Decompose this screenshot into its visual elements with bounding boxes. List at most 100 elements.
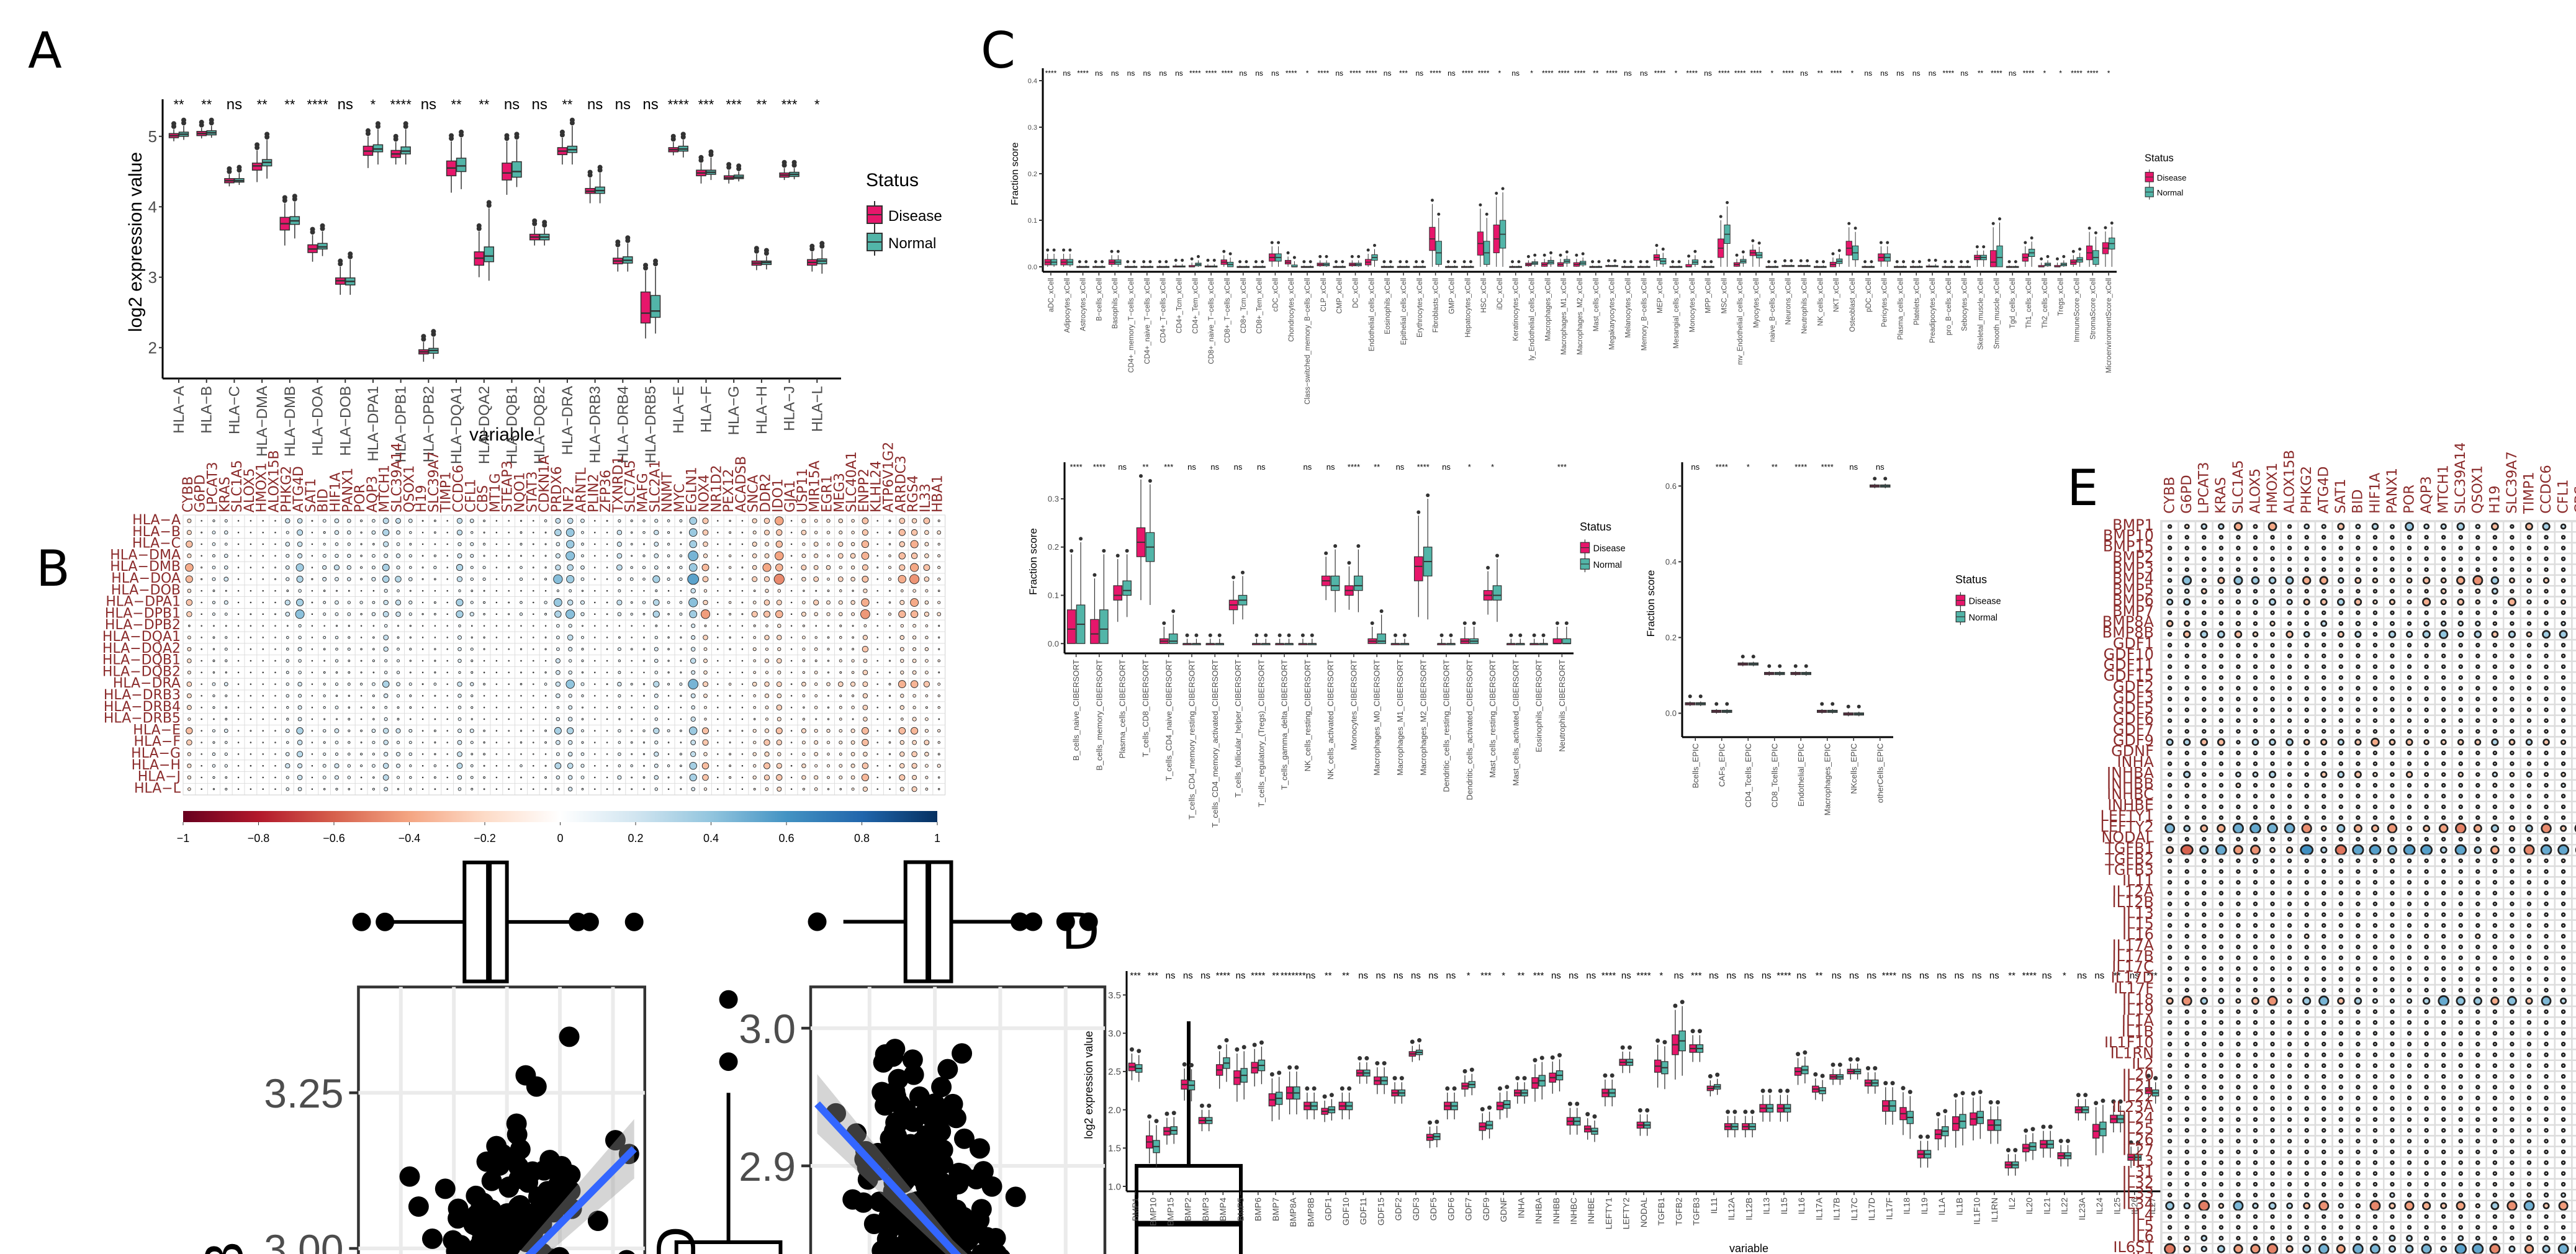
- panel-b-corr-circle: [776, 728, 782, 734]
- panel-b-corr-circle: [545, 777, 547, 779]
- panel-c-xcell-outlier: [1591, 260, 1594, 263]
- panel-b-corr-circle: [384, 694, 388, 698]
- panel-b-corr-circle: [435, 707, 436, 708]
- panel-b-corr-circle: [742, 765, 743, 766]
- panel-b-corr-circle: [642, 601, 645, 604]
- panel-c-xcell-outlier: [1902, 260, 1905, 263]
- panel-c-xcell-outlier: [1415, 260, 1418, 263]
- panel-b-corr-circle: [802, 741, 805, 744]
- panel-b-corr-circle: [912, 636, 916, 639]
- panel-b-corr-circle: [581, 636, 583, 638]
- panel-b-corr-circle: [899, 611, 906, 617]
- panel-b-corr-circle: [447, 614, 448, 615]
- panel-b-corr-circle: [275, 730, 276, 732]
- panel-b-corr-circle: [691, 647, 695, 652]
- panel-b-corr-circle: [680, 578, 682, 580]
- panel-c-xcell-outlier: [1437, 213, 1440, 216]
- panel-b-corr-circle: [335, 660, 338, 662]
- panel-b-corr-circle: [422, 777, 423, 778]
- panel-c-xcell-outlier: [1646, 260, 1649, 263]
- panel-b-corr-circle: [791, 660, 792, 661]
- panel-a-outlier: [421, 334, 426, 339]
- panel-b-corr-circle: [889, 683, 891, 685]
- panel-b-corr-circle: [275, 765, 276, 766]
- panel-b-corr-circle: [827, 719, 829, 720]
- panel-b-corr-circle: [384, 647, 388, 652]
- panel-b-corr-circle: [766, 625, 768, 627]
- scatter-point: [970, 1138, 990, 1158]
- panel-b-corr-circle: [556, 670, 561, 674]
- panel-b-corr-circle: [791, 765, 792, 766]
- panel-b-corr-circle: [754, 719, 755, 720]
- panel-b-corr-circle: [533, 637, 534, 638]
- panel-c-xcell-outlier: [1847, 222, 1850, 225]
- panel-b-corr-circle: [201, 754, 202, 755]
- panel-a-box-normal-box: [651, 295, 660, 317]
- panel-b-corr-circle: [275, 555, 276, 557]
- panel-b-corr-circle: [688, 551, 698, 561]
- panel-b-corr-circle: [348, 543, 350, 545]
- panel-b-corr-circle: [457, 553, 462, 558]
- panel-c-xcell-x-tick-label: Monocytes_xCell: [1689, 278, 1696, 333]
- panel-b-corr-circle: [447, 521, 448, 522]
- panel-b-corr-circle: [754, 636, 756, 638]
- panel-b-corr-circle: [496, 684, 497, 685]
- panel-b-corr-circle: [877, 742, 878, 743]
- panel-c-xcell-outlier: [1479, 204, 1482, 207]
- panel-b-corr-circle: [496, 730, 497, 732]
- panel-b-corr-circle: [286, 671, 289, 674]
- panel-b-corr-circle: [224, 729, 228, 733]
- panel-b-corr-circle: [827, 543, 829, 545]
- panel-b-corr-circle: [360, 567, 362, 568]
- panel-b-corr-circle: [250, 730, 251, 732]
- panel-b-corr-circle: [496, 707, 497, 708]
- panel-a-significance: ****: [307, 97, 328, 112]
- panel-b-corr-circle: [263, 719, 264, 720]
- panel-b-corr-circle: [595, 521, 596, 522]
- panel-c-xcell-significance: ****: [1574, 69, 1586, 78]
- panel-b-corr-circle: [765, 659, 768, 663]
- panel-b-corr-circle: [447, 696, 448, 697]
- panel-b-corr-circle: [508, 754, 510, 755]
- panel-c-xcell-outlier: [1094, 260, 1097, 263]
- panel-c-xcell-outlier: [1896, 260, 1899, 263]
- panel-b-colorbar-label: −1: [177, 832, 190, 844]
- panel-b-corr-circle: [545, 555, 546, 557]
- panel-b-corr-circle: [533, 707, 534, 708]
- panel-a-significance: ns: [227, 96, 242, 113]
- panel-b-corr-circle: [422, 614, 423, 615]
- panel-b-corr-circle: [631, 683, 633, 685]
- panel-b-corr-circle: [862, 774, 868, 781]
- panel-b-corr-circle: [816, 625, 817, 627]
- panel-b-corr-circle: [297, 542, 302, 547]
- panel-b-corr-circle: [335, 764, 339, 768]
- panel-b-corr-circle: [323, 764, 326, 768]
- panel-b-corr-circle: [224, 577, 228, 581]
- panel-b-corr-circle: [336, 788, 338, 790]
- panel-b-corr-circle: [484, 625, 485, 627]
- panel-b-corr-circle: [911, 529, 917, 535]
- panel-b-corr-circle: [839, 612, 842, 616]
- panel-b-corr-circle: [557, 706, 559, 709]
- panel-b-corr-circle: [631, 590, 633, 591]
- panel-c-xcell-outlier: [1101, 260, 1104, 263]
- panel-b-corr-circle: [753, 648, 756, 651]
- panel-b-corr-circle: [297, 775, 302, 780]
- scatter-y-title: CYBB: [194, 1241, 256, 1254]
- panel-b-corr-circle: [618, 519, 621, 522]
- panel-b-corr-circle: [410, 543, 412, 545]
- panel-c-xcell-outlier: [1607, 259, 1610, 262]
- panel-b-corr-circle: [925, 542, 929, 546]
- panel-b-corr-circle: [643, 531, 646, 534]
- panel-c-xcell-outlier: [1726, 201, 1729, 204]
- panel-c-xcell-outlier: [1870, 260, 1873, 263]
- panel-b-colorbar-label: −0.2: [474, 832, 496, 844]
- panel-a-outlier: [449, 133, 454, 138]
- panel-b-corr-circle: [286, 787, 289, 790]
- panel-c-xcell-x-tick-label: aDC_xCell: [1048, 278, 1055, 312]
- panel-a-outlier: [809, 244, 814, 249]
- panel-b-corr-circle: [900, 787, 904, 791]
- scatter-point: [466, 1186, 486, 1206]
- panel-b-corr-circle: [877, 660, 878, 661]
- panel-b-corr-circle: [447, 602, 448, 603]
